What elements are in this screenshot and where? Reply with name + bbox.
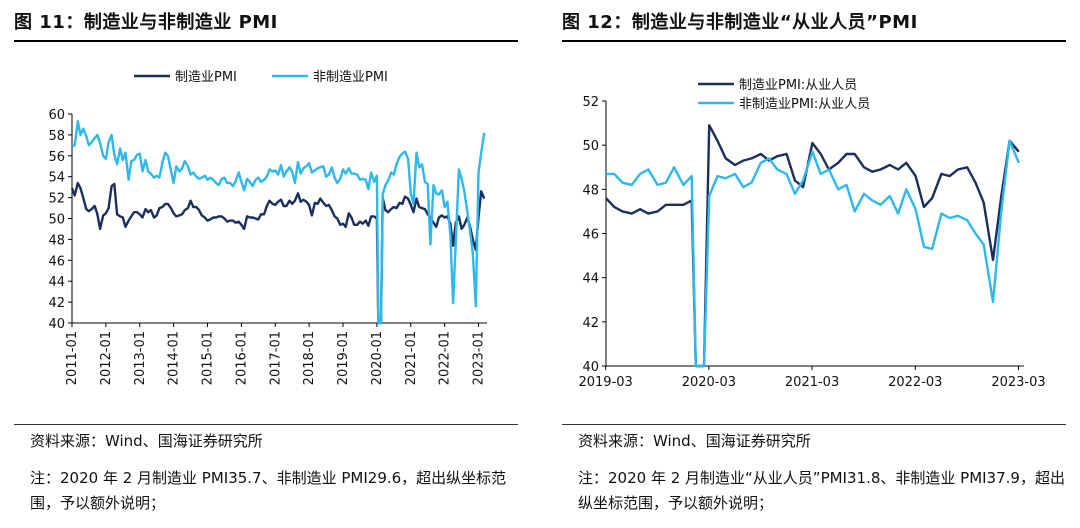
right-employment-pmi-chart: 40 42 44 46 48 50 52 2019-03 2020-03 2021-03 2022-… bbox=[578, 78, 1045, 390]
left-source-divider bbox=[14, 424, 518, 425]
x-tick-label: 2021-01 bbox=[404, 331, 419, 385]
x-tick-label: 2013-01 bbox=[133, 331, 148, 385]
x-tick-label: 2020-03 bbox=[682, 375, 736, 390]
left-note-text: 注：2020 年 2 月制造业 PMI35.7、非制造业 PMI29.6，超出纵… bbox=[30, 469, 507, 512]
left-title-divider bbox=[14, 40, 518, 42]
x-tick-label: 2022-03 bbox=[888, 375, 942, 390]
x-tick-label: 2011-01 bbox=[65, 331, 80, 385]
manufacturing-series-line bbox=[605, 124, 1020, 368]
y-tick-label: 42 bbox=[582, 316, 599, 331]
x-tick-label: 2015-01 bbox=[201, 331, 216, 385]
x-tick-label: 2023-01 bbox=[472, 331, 487, 385]
x-tick-label: 2017-01 bbox=[268, 331, 283, 385]
left-pmi-chart: 40 42 44 46 48 50 52 54 56 58 60 2011-01 2012-01 2013… bbox=[48, 70, 487, 385]
y-tick-label: 54 bbox=[48, 171, 65, 186]
x-tick-label: 2014-01 bbox=[167, 331, 182, 385]
x-tick-label: 2021-03 bbox=[785, 375, 839, 390]
x-tick-label: 2019-03 bbox=[578, 375, 632, 390]
left-source-text: 资料来源：Wind、国海证券研究所 bbox=[30, 432, 263, 450]
legend-label: 非制造业PMI bbox=[313, 70, 388, 85]
x-tick-label: 2016-01 bbox=[234, 331, 249, 385]
legend-label: 非制造业PMI:从业人员 bbox=[739, 97, 870, 112]
y-tick-label: 42 bbox=[48, 296, 65, 311]
right-note-text: 注：2020 年 2 月制造业“从业人员”PMI31.8、非制造业 PMI37.… bbox=[578, 469, 1065, 512]
right-title-divider bbox=[562, 40, 1066, 42]
y-tick-label: 50 bbox=[48, 213, 65, 228]
y-tick-label: 40 bbox=[48, 317, 65, 332]
y-tick-label: 44 bbox=[48, 275, 65, 290]
right-source-divider bbox=[562, 424, 1066, 425]
y-tick-label: 50 bbox=[582, 139, 599, 154]
x-tick-label: 2012-01 bbox=[99, 331, 114, 385]
y-tick-label: 46 bbox=[582, 228, 599, 243]
y-tick-label: 60 bbox=[48, 108, 65, 123]
right-source-text: 资料来源：Wind、国海证券研究所 bbox=[578, 432, 811, 450]
y-tick-label: 46 bbox=[48, 254, 65, 269]
right-figure-panel: 图 12：制造业与非制造业“从业人员”PMI 40 42 44 46 48 50 52 201… bbox=[548, 0, 1080, 528]
non-manufacturing-series-line bbox=[71, 120, 486, 325]
y-tick-label: 58 bbox=[48, 129, 65, 144]
left-figure-panel: 图 11：制造业与非制造业 PMI 40 42 44 46 48 50 52 54 56 58 60… bbox=[0, 0, 532, 528]
y-tick-label: 52 bbox=[48, 192, 65, 207]
left-figure-title: 图 11：制造业与非制造业 PMI bbox=[14, 12, 278, 33]
manufacturing-series-line bbox=[70, 181, 486, 325]
y-tick-label: 48 bbox=[48, 233, 65, 248]
y-tick-label: 44 bbox=[582, 272, 599, 287]
y-tick-label: 40 bbox=[582, 360, 599, 375]
x-tick-label: 2022-01 bbox=[438, 331, 453, 385]
x-tick-label: 2018-01 bbox=[302, 331, 317, 385]
x-tick-label: 2023-03 bbox=[991, 375, 1045, 390]
x-tick-label: 2019-01 bbox=[336, 331, 351, 385]
non-manufacturing-series-line bbox=[606, 139, 1020, 368]
legend-label: 制造业PMI:从业人员 bbox=[739, 78, 857, 93]
right-figure-title: 图 12：制造业与非制造业“从业人员”PMI bbox=[562, 12, 918, 33]
legend-label: 制造业PMI bbox=[175, 70, 237, 85]
y-tick-label: 52 bbox=[582, 95, 599, 110]
x-tick-label: 2020-01 bbox=[370, 331, 385, 385]
y-tick-label: 48 bbox=[582, 183, 599, 198]
y-tick-label: 56 bbox=[48, 150, 65, 165]
